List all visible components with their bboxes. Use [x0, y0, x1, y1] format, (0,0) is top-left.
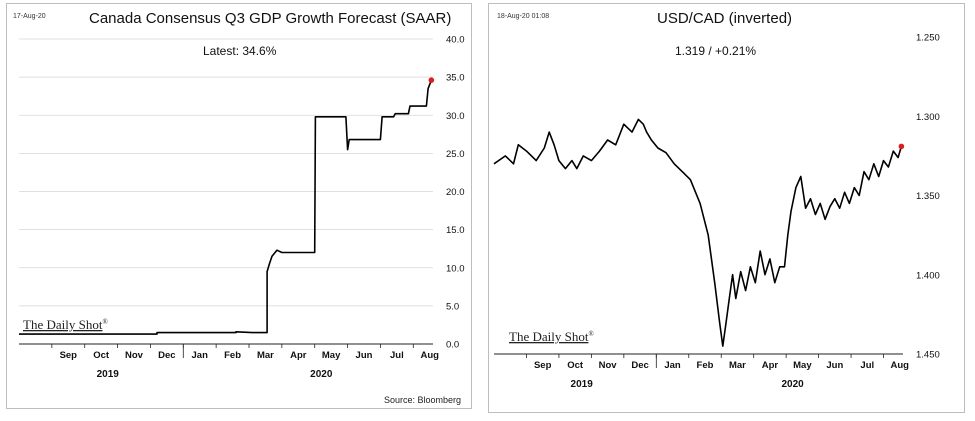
- right-month-label: Sep: [534, 360, 552, 371]
- right-year-label: 2020: [782, 379, 805, 390]
- left-month-label: Dec: [158, 350, 175, 361]
- right-datestamp: 18-Aug-20 01:08: [497, 13, 550, 20]
- left-latest-annotation: Latest: 34.6%: [203, 44, 277, 58]
- left-month-label: Aug: [420, 350, 439, 361]
- right-year-label: 2019: [571, 379, 594, 390]
- gdp-forecast-chart-panel: 17-Aug-20 Canada Consensus Q3 GDP Growth…: [6, 3, 472, 409]
- left-y-tick-label: 5.0: [446, 301, 459, 312]
- right-month-label: Jun: [826, 360, 843, 371]
- right-month-label: Jul: [860, 360, 874, 371]
- right-month-label: Feb: [697, 360, 714, 371]
- right-y-tick-label: 1.350: [916, 191, 940, 202]
- left-month-label: Nov: [125, 350, 144, 361]
- left-year-label: 2019: [97, 369, 120, 380]
- right-month-label: Jan: [664, 360, 681, 371]
- left-month-label: Jun: [356, 350, 373, 361]
- left-y-tick-label: 15.0: [446, 225, 465, 236]
- left-month-label: Jan: [192, 350, 209, 361]
- left-y-tick-label: 35.0: [446, 73, 465, 84]
- left-y-tick-label: 40.0: [446, 35, 465, 46]
- left-y-tick-label: 20.0: [446, 187, 465, 198]
- right-month-label: May: [793, 360, 812, 371]
- right-watermark: The Daily Shot®: [509, 329, 594, 344]
- left-month-label: May: [322, 350, 341, 361]
- right-y-tick-label: 1.250: [916, 33, 940, 44]
- left-year-label: 2020: [310, 369, 333, 380]
- right-month-label: Aug: [891, 360, 910, 371]
- left-month-label: Sep: [60, 350, 78, 361]
- right-month-label: Apr: [762, 360, 779, 371]
- left-month-label: Apr: [290, 350, 307, 361]
- right-y-tick-label: 1.300: [916, 112, 940, 123]
- left-datestamp: 17-Aug-20: [13, 13, 46, 20]
- left-y-tick-label: 30.0: [446, 111, 465, 122]
- right-latest-point-marker: [898, 143, 905, 150]
- right-series-line: [493, 118, 903, 347]
- right-chart-title: USD/CAD (inverted): [657, 10, 793, 27]
- left-chart-title: Canada Consensus Q3 GDP Growth Forecast …: [89, 10, 452, 27]
- right-month-label: Nov: [599, 360, 618, 371]
- right-y-tick-label: 1.400: [916, 270, 940, 281]
- right-latest-annotation: 1.319 / +0.21%: [675, 44, 757, 58]
- left-watermark: The Daily Shot®: [23, 317, 108, 332]
- right-chart-svg: The Daily Shot® 1.250 1.300 1.350 1.400 1.45…: [493, 33, 940, 390]
- right-month-label: Mar: [729, 360, 746, 371]
- right-month-label: Dec: [631, 360, 648, 371]
- right-y-tick-label: 1.450: [916, 350, 940, 361]
- left-month-label: Feb: [224, 350, 241, 361]
- left-y-tick-label: 10.0: [446, 263, 465, 274]
- left-source-note: Source: Bloomberg: [384, 395, 462, 405]
- left-series-line: [19, 79, 433, 335]
- left-month-label: Oct: [93, 350, 110, 361]
- left-y-tick-label: 0.0: [446, 340, 459, 351]
- left-month-label: Jul: [390, 350, 404, 361]
- left-latest-point-marker: [428, 77, 435, 83]
- right-month-label: Oct: [567, 360, 584, 371]
- left-y-tick-label: 25.0: [446, 149, 465, 160]
- left-month-label: Mar: [257, 350, 274, 361]
- usdcad-chart-panel: 18-Aug-20 01:08 USD/CAD (inverted) 1.319…: [488, 3, 965, 413]
- left-chart-svg: The Daily Shot® 0.0 5.0 10.0 15.0 20.0 25.0 30…: [19, 35, 465, 380]
